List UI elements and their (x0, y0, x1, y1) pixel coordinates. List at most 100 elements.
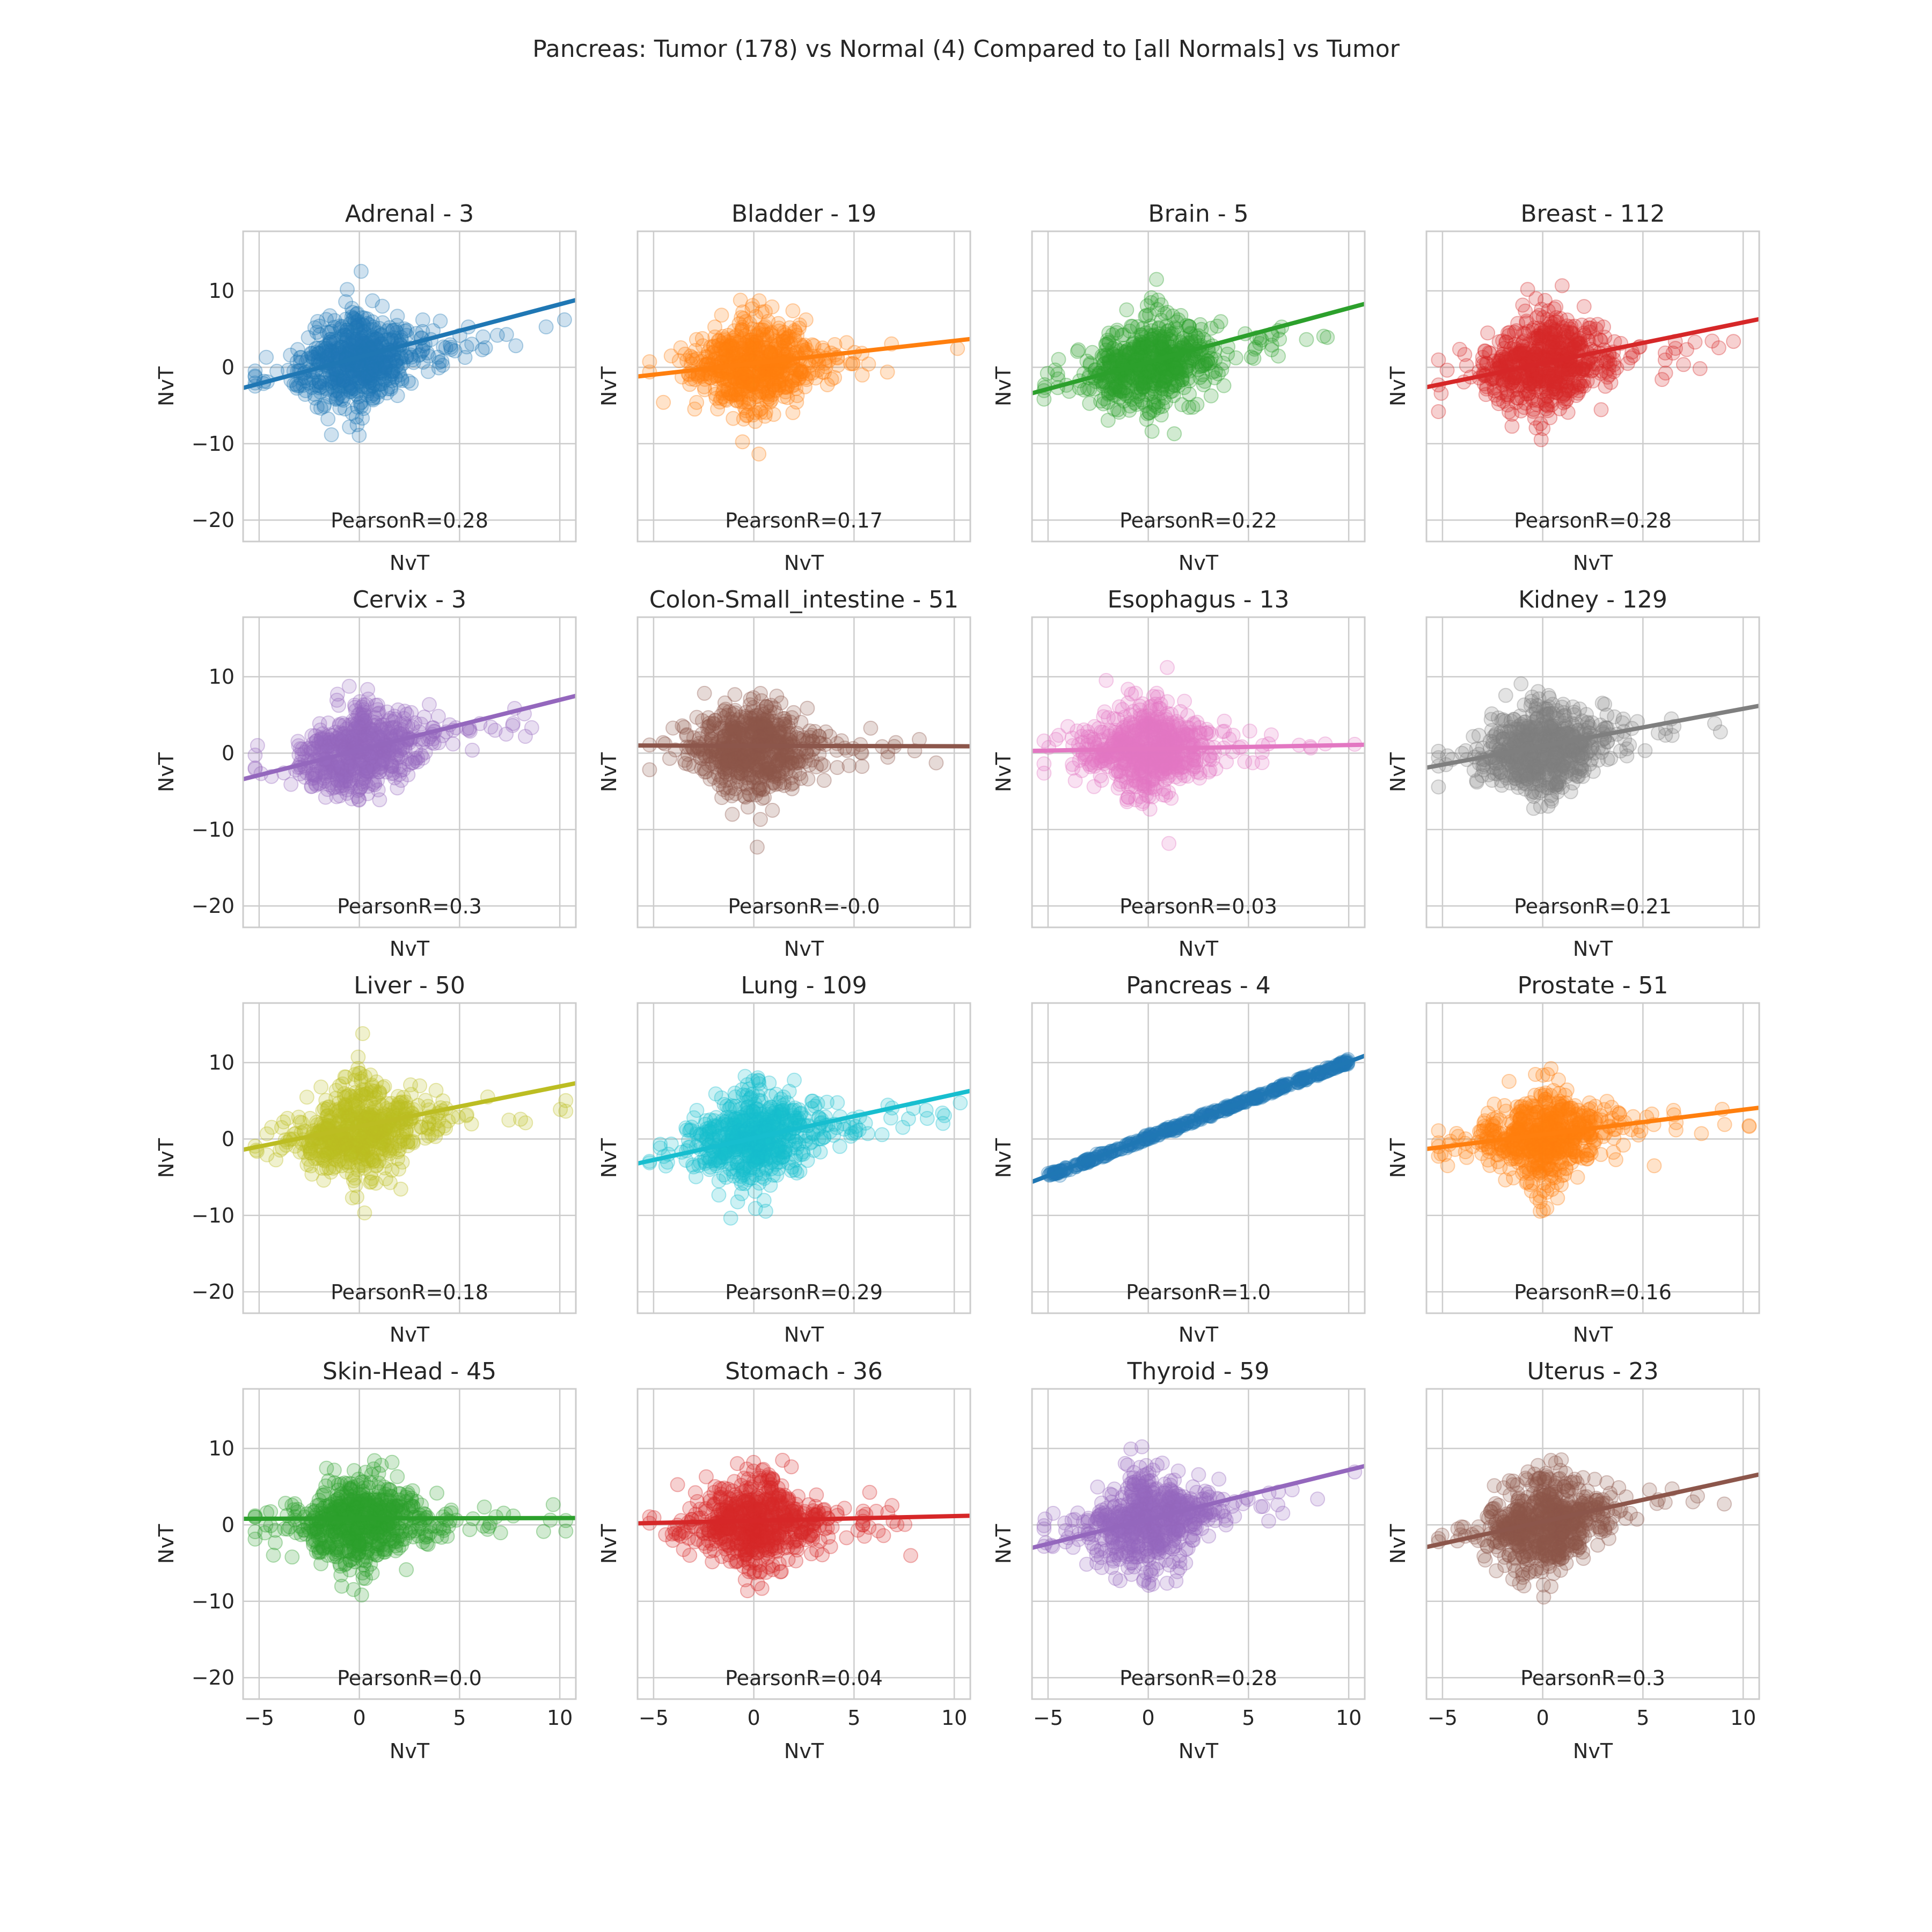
scatter-point (718, 345, 733, 361)
scatter-point (351, 370, 367, 386)
scatter-point (1182, 373, 1197, 389)
scatter-point (767, 382, 783, 398)
scatter-point (1145, 332, 1160, 347)
scatter-point (1116, 341, 1132, 356)
scatter-point (1195, 358, 1210, 373)
scatter-point (1126, 341, 1141, 357)
scatter-point (1515, 297, 1531, 313)
scatter-point (377, 365, 393, 380)
scatter-point (376, 371, 392, 386)
scatter-point (474, 342, 490, 357)
scatter-point (307, 349, 323, 365)
scatter-point (1130, 389, 1146, 404)
scatter-point (1493, 765, 1509, 780)
scatter-point (319, 340, 334, 356)
scatter-point (775, 364, 791, 379)
y-axis-label: NvT (992, 752, 1015, 792)
scatter-point (357, 310, 372, 326)
scatter-point (499, 327, 514, 342)
scatter-point (1536, 392, 1552, 408)
scatter-point (769, 371, 785, 386)
scatter-point (787, 323, 802, 338)
scatter-point (1148, 376, 1163, 392)
scatter-point (1246, 350, 1262, 366)
scatter-point (1141, 364, 1157, 379)
scatter-point (1547, 380, 1562, 396)
scatter-point (362, 322, 377, 338)
scatter-point (1121, 341, 1136, 357)
scatter-point (332, 378, 347, 394)
scatter-point (1495, 377, 1511, 393)
scatter-point (1160, 694, 1175, 709)
scatter-point (1130, 376, 1146, 392)
scatter-point (438, 340, 453, 355)
scatter-point (1155, 378, 1171, 394)
scatter-point (347, 312, 363, 327)
scatter-point (764, 299, 780, 314)
scatter-point (390, 357, 405, 373)
scatter-point (326, 319, 342, 335)
scatter-point (1151, 372, 1167, 387)
scatter-point (339, 327, 354, 343)
scatter-point (734, 368, 749, 384)
scatter-point (1561, 383, 1576, 399)
scatter-point (314, 379, 330, 394)
scatter-point (1190, 362, 1206, 377)
scatter-point (751, 341, 766, 356)
scatter-point (303, 346, 319, 361)
scatter-point (365, 392, 381, 408)
scatter-point (928, 755, 944, 771)
scatter-point (319, 312, 334, 327)
scatter-point (745, 321, 761, 336)
scatter-point (1491, 396, 1506, 412)
scatter-point (1174, 372, 1190, 387)
y-axis-label: NvT (597, 366, 621, 406)
scatter-point (1597, 330, 1613, 345)
scatter-point (747, 341, 763, 356)
scatter-point (337, 401, 353, 416)
scatter-point (743, 341, 758, 356)
scatter-point (443, 342, 459, 357)
scatter-point (337, 327, 353, 342)
scatter-point (716, 341, 732, 357)
scatter-point (350, 375, 365, 390)
scatter-point (345, 331, 360, 347)
scatter-point (736, 394, 751, 409)
scatter-point (352, 374, 368, 390)
scatter-point (1131, 336, 1147, 352)
scatter-point (1546, 376, 1562, 392)
scatter-point (736, 367, 752, 382)
scatter-point (782, 329, 797, 345)
scatter-point (369, 331, 385, 346)
scatter-point (707, 319, 722, 335)
scatter-point (845, 356, 861, 371)
scatter-point (797, 338, 813, 353)
scatter-point (1299, 332, 1314, 347)
scatter-point (331, 377, 347, 393)
scatter-point (758, 405, 773, 420)
scatter-point (800, 771, 816, 787)
scatter-point (1130, 345, 1145, 361)
scatter-point (464, 336, 480, 352)
pearson-annotation: PearsonR=0.3 (337, 895, 482, 918)
scatter-point (751, 322, 767, 338)
scatter-point (1320, 330, 1335, 345)
scatter-point (348, 332, 363, 347)
scatter-point (710, 401, 726, 417)
scatter-point (364, 314, 380, 330)
scatter-point (342, 342, 358, 357)
scatter-point (331, 383, 346, 399)
scatter-point (384, 364, 400, 379)
scatter-point (355, 367, 371, 382)
scatter-point (1101, 385, 1116, 400)
scatter-point (1248, 340, 1263, 355)
scatter-point (1126, 335, 1141, 351)
scatter-point (760, 365, 775, 381)
scatter-point (794, 366, 810, 382)
scatter-point (333, 321, 349, 337)
scatter-point (1220, 346, 1235, 362)
scatter-point (1111, 405, 1127, 420)
scatter-point (759, 371, 774, 387)
